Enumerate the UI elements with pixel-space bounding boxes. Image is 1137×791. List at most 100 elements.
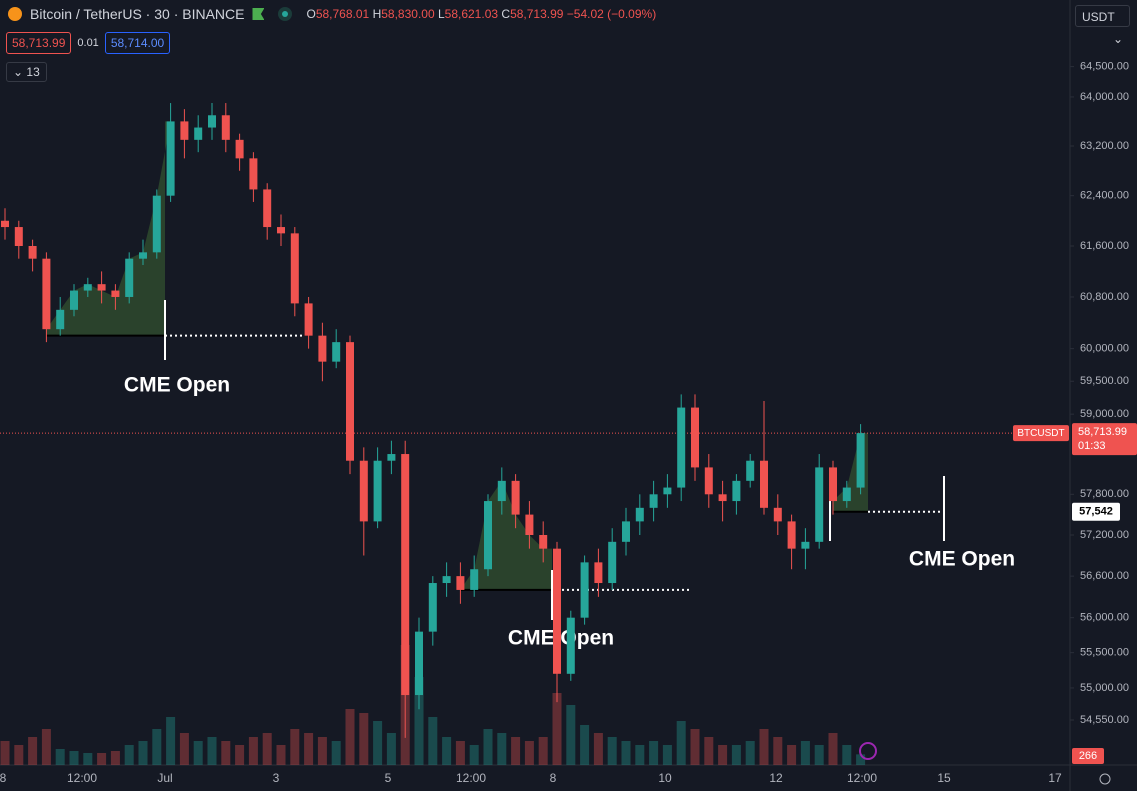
x-tick-label: 5 — [385, 771, 392, 785]
volume-bar — [676, 721, 686, 765]
volume-bar — [649, 741, 659, 765]
x-tick-label: 10 — [658, 771, 672, 785]
y-tick-label: 61,600.00 — [1080, 240, 1129, 252]
candle-body — [456, 576, 465, 590]
change: −54.02 (−0.09%) — [566, 7, 657, 21]
volume-bar — [759, 729, 769, 765]
candle-body — [566, 617, 575, 674]
candle-body — [318, 335, 327, 362]
y-tick-label: 62,400.00 — [1080, 190, 1129, 202]
candle-body — [290, 233, 299, 304]
volume-bar — [248, 737, 258, 765]
x-tick-label: 15 — [937, 771, 951, 785]
y-tick-label: 55,000.00 — [1080, 682, 1129, 694]
volume-tag-label: 266 — [1079, 750, 1097, 762]
sell-button[interactable]: 58,713.99 — [6, 32, 72, 54]
candle-body — [249, 158, 258, 190]
trade-panel: 58,713.99 0.01 58,714.00 — [6, 32, 171, 54]
candle-body — [166, 121, 175, 196]
candle-body — [235, 139, 244, 159]
volume-bar — [276, 745, 286, 765]
market-status[interactable] — [278, 7, 293, 21]
candle-body — [622, 521, 630, 542]
volume-bar — [14, 745, 24, 765]
candle-body — [801, 541, 810, 549]
volume-bar — [455, 741, 465, 765]
candle-body — [387, 454, 396, 461]
ohlc-value: 58,621.03 — [444, 7, 499, 21]
volume-bar — [483, 729, 493, 765]
buy-button[interactable]: 58,714.00 — [104, 32, 171, 54]
candle-body — [56, 309, 65, 330]
candle-body — [208, 115, 216, 128]
symbol[interactable]: Bitcoin / TetherUS · 30 · BINANCE — [30, 6, 245, 22]
volume-bar — [718, 745, 728, 765]
ohlc-key: C — [501, 7, 511, 21]
flag[interactable] — [252, 8, 265, 20]
volume-bar — [207, 737, 217, 765]
candle-body — [442, 576, 451, 584]
candle-body — [718, 494, 727, 502]
candle-body — [180, 121, 189, 140]
volume-bar — [317, 737, 327, 765]
symbol-tag — [1013, 425, 1069, 442]
symbol-tag-label: BTCUSDT — [1017, 428, 1064, 439]
x-tick-label: Jul — [157, 771, 172, 785]
candle-body — [677, 407, 686, 488]
ohlc-key: H — [372, 7, 382, 21]
volume-bar — [41, 729, 51, 765]
volume-bar — [83, 753, 93, 765]
settings-icon[interactable] — [1099, 773, 1111, 785]
candle-body — [70, 290, 78, 310]
currency-select[interactable]: USDT ⌄ — [1075, 5, 1130, 46]
y-tick-label: 64,000.00 — [1080, 91, 1129, 103]
y-tick-label: 56,600.00 — [1080, 570, 1129, 582]
volume-bar — [469, 745, 479, 765]
volume-bar — [607, 737, 617, 765]
price-tag — [1072, 423, 1137, 456]
candle-body — [139, 252, 147, 259]
candle-body — [346, 342, 354, 461]
volume-bar — [386, 733, 396, 765]
x-tick-label: 12:00 — [847, 771, 877, 785]
candle-body — [14, 227, 23, 247]
ohlc-value: 58,830.00 — [381, 7, 435, 21]
candle-body — [304, 303, 313, 336]
candle-body — [1, 220, 9, 228]
volume-bar — [524, 741, 534, 765]
indicators-toggle[interactable]: ⌄ 13 — [6, 62, 47, 82]
candle-body — [152, 195, 161, 253]
volume-bar — [221, 741, 231, 765]
ohlc-value: 58,768.01 — [315, 7, 370, 21]
volume-bar — [152, 729, 162, 765]
gap-area — [460, 480, 552, 590]
alert-icon — [859, 742, 877, 760]
candle-body — [842, 487, 851, 502]
x-tick-label: 12:00 — [67, 771, 97, 785]
volume-tag — [1072, 748, 1104, 764]
volume-bar — [690, 729, 700, 765]
volume-bar — [69, 751, 79, 765]
x-tick-label: 17 — [1048, 771, 1062, 785]
volume-bar — [331, 741, 341, 765]
x-tick-label: 8 — [0, 771, 7, 785]
price-tag-countdown: 01:33 — [1078, 440, 1106, 452]
volume-bar — [359, 713, 369, 765]
volume-bar — [262, 733, 272, 765]
volume-bar — [621, 741, 631, 765]
spread: 0.01 — [77, 37, 99, 49]
level-tag-label: 57,542 — [1079, 506, 1113, 518]
volume-bar — [0, 741, 10, 765]
volume-bar — [538, 737, 548, 765]
candle-body — [194, 127, 203, 140]
volume-bar — [110, 751, 120, 765]
volume-bar — [745, 741, 755, 765]
volume-bar — [442, 737, 452, 765]
candle-body — [359, 460, 368, 522]
volume-bar — [55, 749, 65, 765]
ohlc-value: 58,713.99 — [510, 7, 564, 21]
y-tick-label: 64,500.00 — [1080, 61, 1129, 73]
volume-bar — [635, 745, 645, 765]
